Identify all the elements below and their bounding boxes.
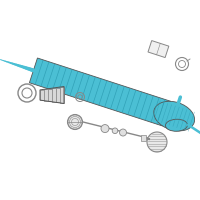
Bar <box>141 135 146 141</box>
Circle shape <box>112 128 118 134</box>
Circle shape <box>147 132 167 152</box>
Polygon shape <box>148 41 169 58</box>
Bar <box>52 88 56 102</box>
Bar <box>40 90 44 100</box>
Ellipse shape <box>165 119 187 131</box>
Circle shape <box>120 129 127 136</box>
Circle shape <box>68 114 83 130</box>
Bar <box>44 89 48 101</box>
Ellipse shape <box>154 101 195 131</box>
Bar <box>56 88 60 102</box>
Bar <box>48 89 52 101</box>
Polygon shape <box>29 58 171 126</box>
Circle shape <box>101 125 109 133</box>
Bar <box>60 87 64 103</box>
